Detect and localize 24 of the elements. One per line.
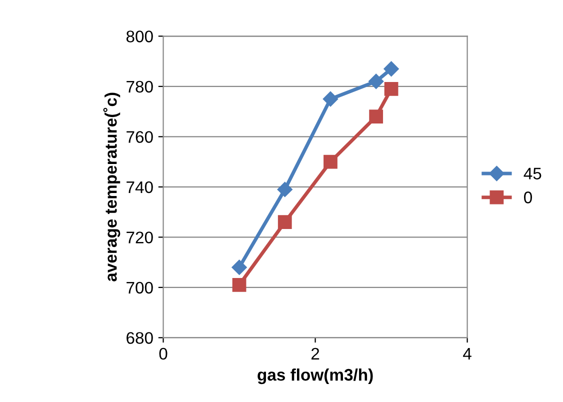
x-tick-label: 0 (159, 348, 168, 360)
point (368, 74, 384, 89)
x-tick-label: 2 (311, 348, 320, 360)
y-tick-label: 740 (126, 181, 153, 194)
y-axis-title: average temperature(˚c) (103, 92, 120, 282)
point (232, 278, 246, 292)
point (369, 110, 384, 124)
point (324, 154, 338, 169)
legend-label: 45 (524, 168, 542, 180)
y-tick-label: 780 (126, 80, 153, 93)
x-tick-label: 4 (463, 348, 472, 360)
y-tick-label: 680 (126, 332, 153, 344)
x-axis-title: gas flow(m3/h) (258, 368, 373, 384)
legend-label: 0 (524, 192, 532, 204)
point (278, 215, 292, 230)
y-tick-label: 760 (126, 131, 153, 143)
point (384, 82, 398, 96)
point (277, 182, 292, 198)
point (232, 260, 247, 275)
y-tick-label: 800 (126, 30, 153, 42)
point (384, 61, 399, 76)
y-tick-label: 720 (126, 232, 153, 244)
point (322, 91, 338, 107)
y-tick-label: 700 (126, 282, 153, 294)
